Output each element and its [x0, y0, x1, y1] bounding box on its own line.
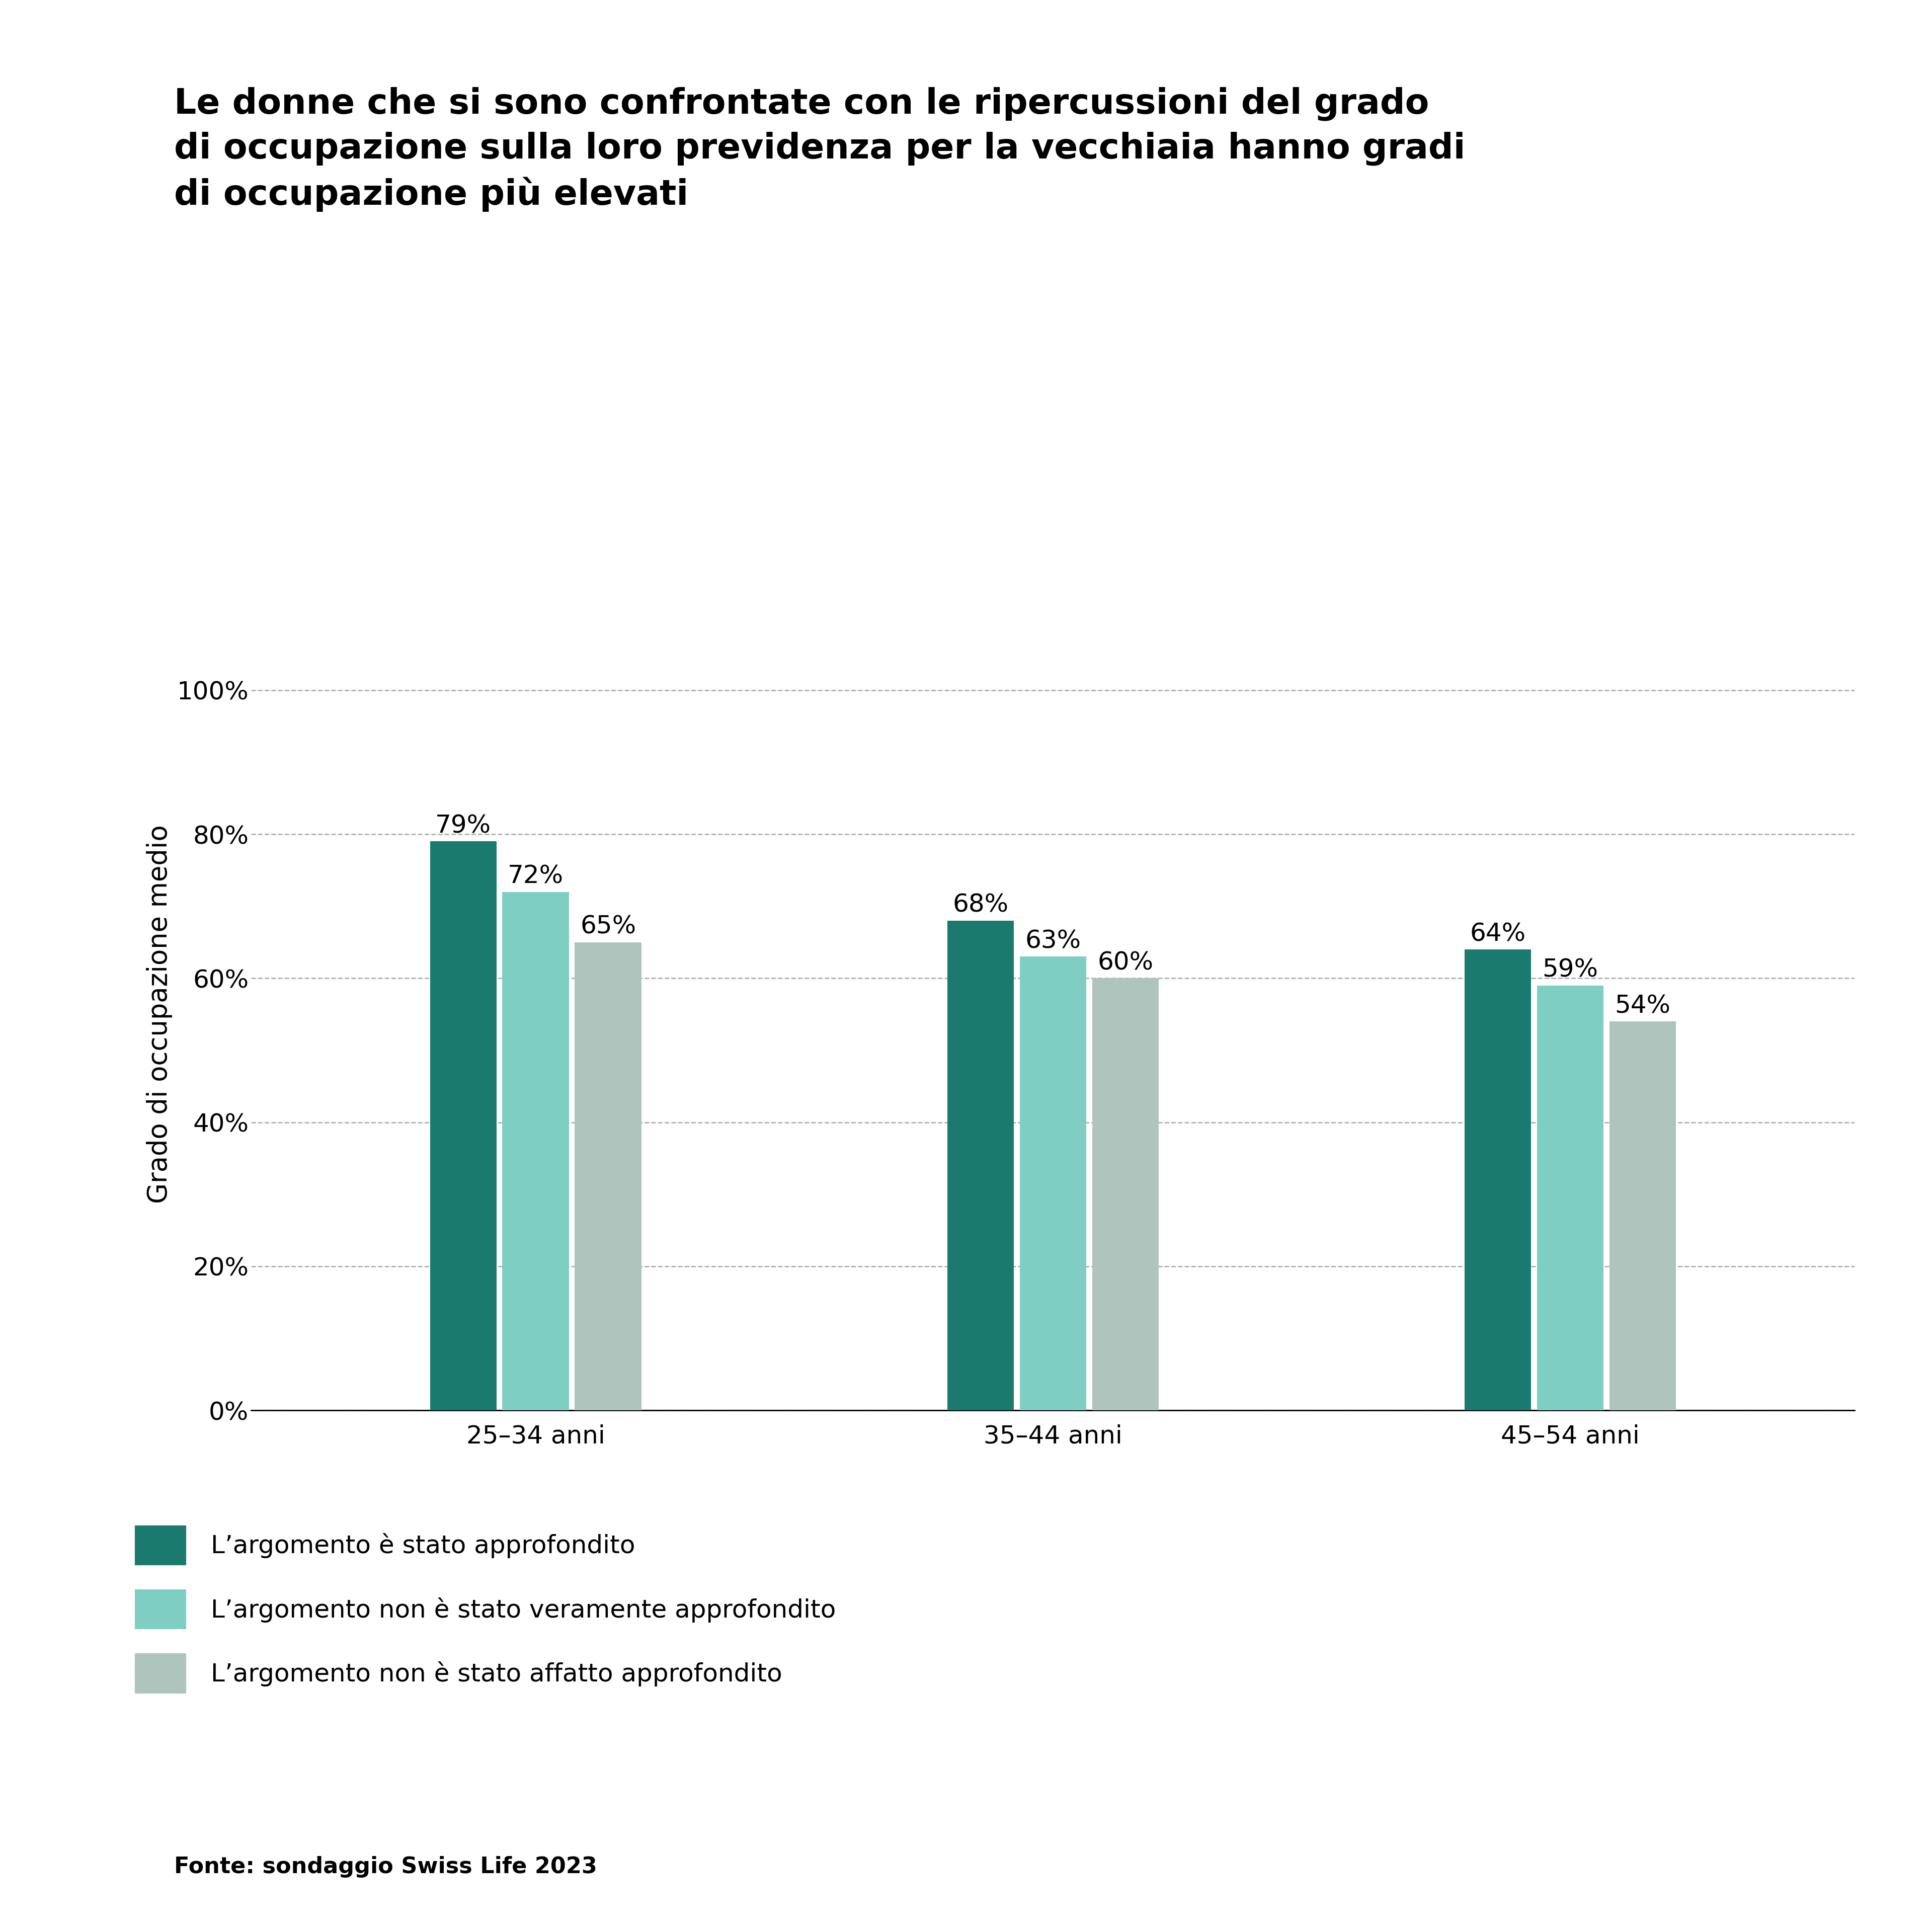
- Text: 79%: 79%: [435, 813, 491, 838]
- Bar: [1020, 956, 1086, 1410]
- Text: 64%: 64%: [1470, 922, 1526, 947]
- Text: 65%: 65%: [580, 914, 636, 939]
- Text: 60%: 60%: [1097, 951, 1153, 974]
- Bar: [574, 943, 641, 1410]
- Text: 68%: 68%: [952, 893, 1009, 918]
- Bar: [1092, 978, 1159, 1410]
- Text: Fonte: sondaggio Swiss Life 2023: Fonte: sondaggio Swiss Life 2023: [174, 1857, 597, 1878]
- Legend: L’argomento è stato approfondito, L’argomento non è stato veramente approfondito: L’argomento è stato approfondito, L’argo…: [135, 1526, 837, 1692]
- Text: 72%: 72%: [508, 864, 564, 889]
- Bar: [502, 893, 570, 1410]
- Text: 59%: 59%: [1542, 958, 1598, 981]
- Text: 63%: 63%: [1026, 929, 1080, 952]
- Bar: [1609, 1022, 1675, 1410]
- Text: 54%: 54%: [1615, 993, 1671, 1018]
- Bar: [431, 842, 497, 1410]
- Y-axis label: Grado di occupazione medio: Grado di occupazione medio: [147, 825, 172, 1204]
- Bar: [1464, 949, 1532, 1410]
- Bar: [1536, 985, 1604, 1410]
- Bar: [947, 922, 1014, 1410]
- Text: Le donne che si sono confrontate con le ripercussioni del grado
di occupazione s: Le donne che si sono confrontate con le …: [174, 87, 1464, 213]
